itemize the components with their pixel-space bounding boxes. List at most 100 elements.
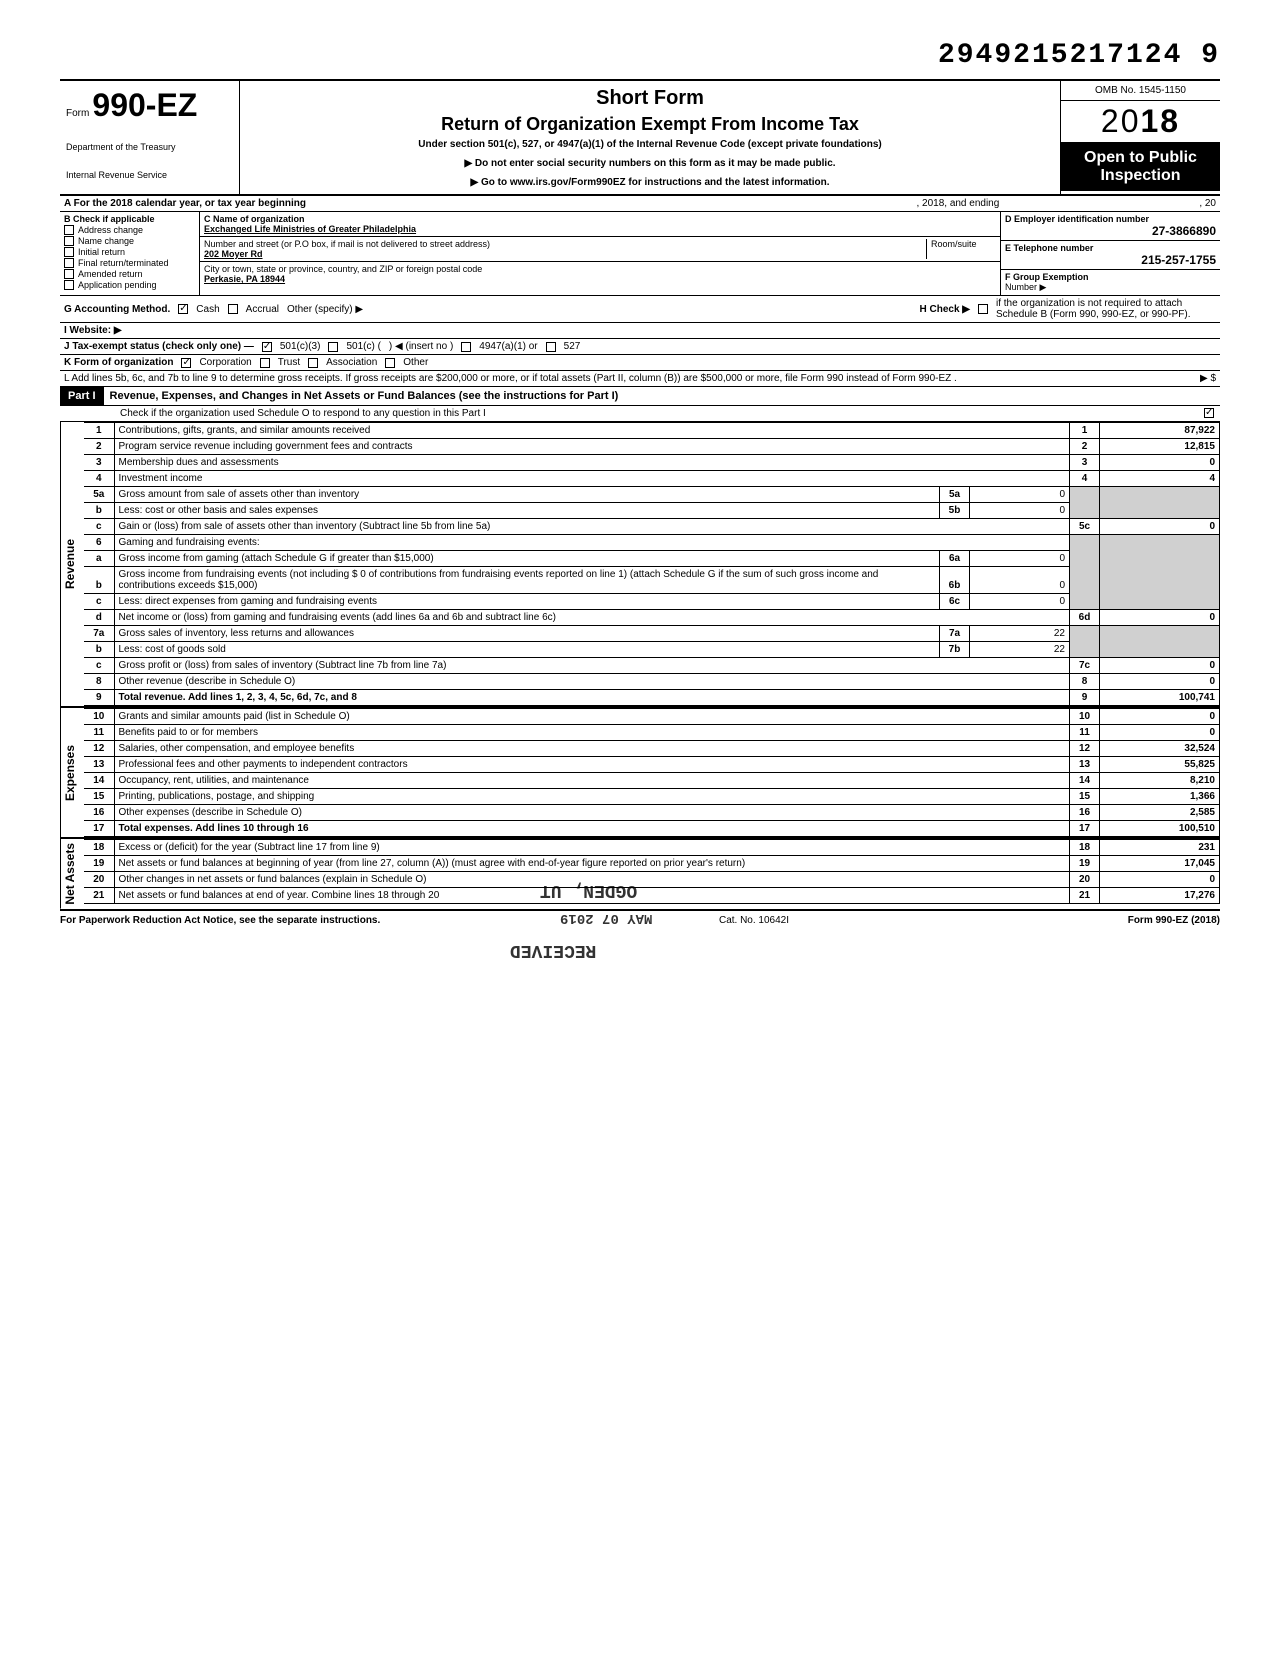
line-12-value: 32,524 [1100,741,1220,757]
check-amended-return[interactable]: Amended return [64,269,195,279]
check-address-change[interactable]: Address change [64,225,195,235]
stamp-ogden: OGDEN, UT [540,880,637,900]
check-other-org[interactable] [385,358,395,368]
line-18-value: 231 [1100,840,1220,856]
tax-year: 2018 [1061,101,1220,143]
section-b-to-f: B Check if applicable Address change Nam… [60,212,1220,296]
line-7a-value: 22 [970,626,1070,642]
check-accrual[interactable] [228,304,238,314]
form-number: 990-EZ [92,87,197,123]
check-501c[interactable] [328,342,338,352]
revenue-table: 1Contributions, gifts, grants, and simil… [84,422,1220,706]
schedule-o-check-row: Check if the organization used Schedule … [60,406,1220,422]
side-net-assets: Net Assets [60,839,84,909]
lines-grid: Revenue 1Contributions, gifts, grants, a… [60,422,1220,708]
e-label: E Telephone number [1005,243,1216,253]
side-revenue: Revenue [60,422,84,706]
line-17-value: 100,510 [1100,821,1220,837]
check-application-pending[interactable]: Application pending [64,280,195,290]
phone: 215-257-1755 [1005,253,1216,267]
check-501c3[interactable] [262,342,272,352]
line-5a-value: 0 [970,487,1070,503]
row-a: A For the 2018 calendar year, or tax yea… [60,196,1220,212]
row-j: J Tax-exempt status (check only one) — 5… [60,339,1220,355]
check-4947[interactable] [461,342,471,352]
c-label: C Name of organization [204,214,996,224]
side-expenses: Expenses [60,708,84,837]
org-name: Exchanged Life Ministries of Greater Phi… [204,224,996,234]
line-9-value: 100,741 [1100,690,1220,706]
check-schedule-b-not-required[interactable] [978,304,988,314]
line-3-value: 0 [1100,455,1220,471]
stamp-date: MAY 07 2019 [560,910,652,926]
check-name-change[interactable]: Name change [64,236,195,246]
check-association[interactable] [308,358,318,368]
line-19-value: 17,045 [1100,856,1220,872]
expenses-table: 10Grants and similar amounts paid (list … [84,708,1220,837]
line-5c-value: 0 [1100,519,1220,535]
open-public: Open to Public Inspection [1061,143,1220,191]
form-prefix: Form [66,108,89,119]
net-assets-grid: Net Assets 18Excess or (deficit) for the… [60,839,1220,911]
return-title: Return of Organization Exempt From Incom… [250,114,1050,135]
city-state-zip: Perkasie, PA 18944 [204,274,996,284]
check-cash[interactable] [178,304,188,314]
check-initial-return[interactable]: Initial return [64,247,195,257]
part-1-title: Revenue, Expenses, and Changes in Net As… [104,387,1220,405]
line-13-value: 55,825 [1100,757,1220,773]
street-label: Number and street (or P.O box, if mail i… [204,239,926,249]
row-k: K Form of organization Corporation Trust… [60,355,1220,371]
line-10-value: 0 [1100,709,1220,725]
street-address: 202 Moyer Rd [204,249,926,259]
line-6c-value: 0 [970,594,1070,610]
b-header: B Check if applicable [64,214,195,224]
line-20-value: 0 [1100,872,1220,888]
check-527[interactable] [546,342,556,352]
room-suite-label: Room/suite [926,239,996,259]
line-1-value: 87,922 [1100,423,1220,439]
stamp-received: RECEIVED [510,940,596,960]
line-6a-value: 0 [970,551,1070,567]
net-assets-table: 18Excess or (deficit) for the year (Subt… [84,839,1220,904]
city-label: City or town, state or province, country… [204,264,996,274]
expenses-grid: Expenses 10Grants and similar amounts pa… [60,708,1220,839]
line-6b-value: 0 [970,567,1070,594]
form-footer: Form 990-EZ (2018) [1128,915,1220,926]
dept-treasury: Department of the Treasury [66,142,233,152]
dln: 2949215217124 9 [938,40,1220,71]
ein: 27-3866890 [1005,224,1216,238]
short-form-title: Short Form [250,87,1050,110]
line-21-value: 17,276 [1100,888,1220,904]
goto-link: ▶ Go to www.irs.gov/Form990EZ for instru… [250,177,1050,188]
line-4-value: 4 [1100,471,1220,487]
line-14-value: 8,210 [1100,773,1220,789]
part-1-label: Part I [60,387,104,405]
form-header: Form 990-EZ Department of the Treasury I… [60,79,1220,196]
line-5b-value: 0 [970,503,1070,519]
line-11-value: 0 [1100,725,1220,741]
paperwork-notice: For Paperwork Reduction Act Notice, see … [60,915,380,926]
part-1-header: Part I Revenue, Expenses, and Changes in… [60,387,1220,406]
f-label: F Group Exemption [1005,272,1216,282]
line-7b-value: 22 [970,642,1070,658]
check-final-return[interactable]: Final return/terminated [64,258,195,268]
d-label: D Employer identification number [1005,214,1216,224]
row-l: L Add lines 5b, 6c, and 7b to line 9 to … [60,371,1220,387]
row-g-h: G Accounting Method. Cash Accrual Other … [60,296,1220,323]
line-8-value: 0 [1100,674,1220,690]
under-section: Under section 501(c), 527, or 4947(a)(1)… [250,139,1050,150]
line-15-value: 1,366 [1100,789,1220,805]
omb-number: OMB No. 1545-1150 [1061,81,1220,101]
line-6d-value: 0 [1100,610,1220,626]
f-label2: Number ▶ [1005,282,1216,293]
row-i: I Website: ▶ [60,323,1220,339]
check-trust[interactable] [260,358,270,368]
line-2-value: 12,815 [1100,439,1220,455]
line-7c-value: 0 [1100,658,1220,674]
check-corporation[interactable] [181,358,191,368]
ssn-warning: ▶ Do not enter social security numbers o… [250,158,1050,169]
cat-number: Cat. No. 10642I [719,915,789,926]
check-schedule-o[interactable] [1204,408,1214,418]
header-row: 2949215217124 9 [60,40,1220,71]
line-16-value: 2,585 [1100,805,1220,821]
